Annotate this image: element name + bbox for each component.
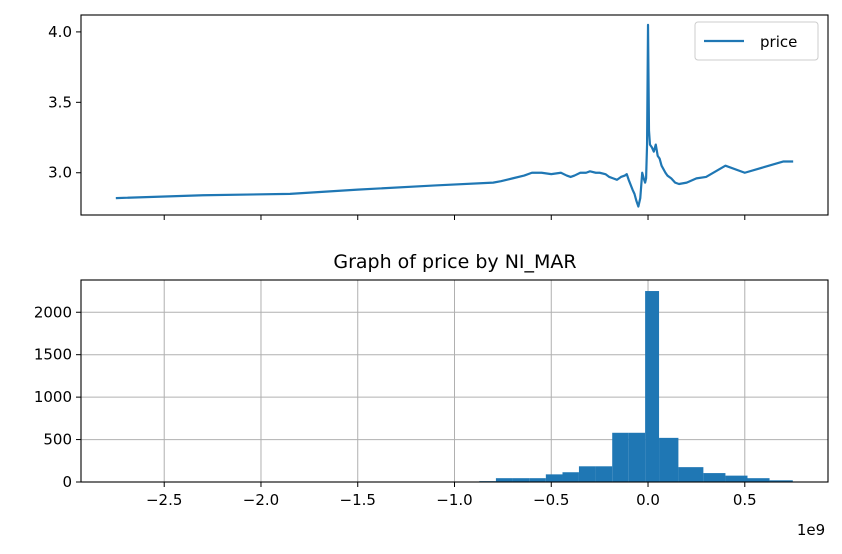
line-legend: price <box>694 21 819 61</box>
hist-y-tick-label: 0 <box>62 473 72 491</box>
histogram-bar <box>595 466 613 482</box>
histogram-frame <box>80 279 829 483</box>
histogram-bar <box>678 467 704 482</box>
line-chart-axes: 3.0 3.5 4.0 price <box>48 14 829 220</box>
histogram-bars <box>479 291 793 482</box>
legend-label-price: price <box>760 33 797 51</box>
histogram-bar <box>562 472 579 482</box>
histogram-bar <box>529 478 546 482</box>
histogram-bar <box>645 291 660 482</box>
hist-x-tick-label: 0.5 <box>733 491 757 509</box>
hist-y-tick-label: 2000 <box>34 303 72 321</box>
hist-y-tick-label: 1500 <box>34 346 72 364</box>
line-y-tick-label: 4.0 <box>48 23 72 41</box>
x-offset-label: 1e9 <box>797 521 825 539</box>
legend-box <box>694 21 819 61</box>
histogram-bar <box>703 473 726 482</box>
line-chart-frame <box>80 14 829 216</box>
histogram-bar <box>545 474 563 482</box>
histogram-bar <box>628 432 646 482</box>
hist-x-tick-label: 0.0 <box>636 491 660 509</box>
line-y-tick-label: 3.0 <box>48 164 72 182</box>
histogram-bar <box>659 437 679 482</box>
histogram-bar <box>512 478 530 482</box>
histogram-bar <box>725 475 748 482</box>
hist-x-tick-label: −1.5 <box>340 491 376 509</box>
histogram-title: Graph of price by NI_MAR <box>333 251 576 273</box>
line-y-ticks: 3.0 3.5 4.0 <box>48 23 81 182</box>
histogram-axes: Graph of price by NI_MAR 0 500 1000 1500 200… <box>34 251 829 539</box>
histogram-bar <box>747 478 770 482</box>
histogram-bar <box>495 478 513 482</box>
histogram-bar <box>578 466 596 482</box>
hist-y-tick-label: 500 <box>43 431 72 449</box>
hist-x-tick-label: −2.0 <box>243 491 279 509</box>
histogram-bar <box>769 480 793 482</box>
hist-x-tick-label: −0.5 <box>533 491 569 509</box>
histogram-x-ticks: −2.5 −2.0 −1.5 −1.0 −0.5 0.0 0.5 <box>146 482 757 509</box>
hist-x-tick-label: −1.0 <box>436 491 472 509</box>
histogram-bar <box>612 432 629 482</box>
line-y-tick-label: 3.5 <box>48 93 72 111</box>
histogram-y-ticks: 0 500 1000 1500 2000 <box>34 303 81 491</box>
hist-x-tick-label: −2.5 <box>146 491 182 509</box>
line-plot-area <box>115 23 794 208</box>
line-x-ticks <box>163 215 746 220</box>
price-series-line <box>115 23 794 208</box>
hist-y-tick-label: 1000 <box>34 388 72 406</box>
